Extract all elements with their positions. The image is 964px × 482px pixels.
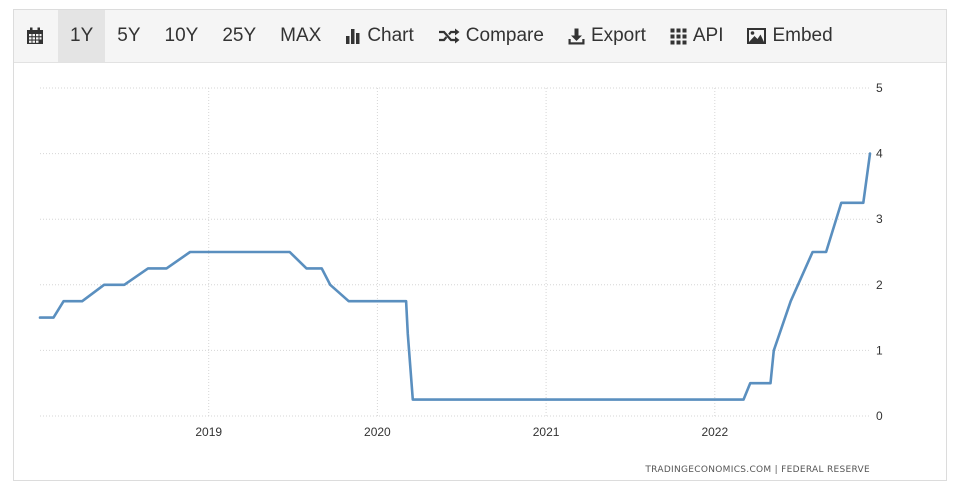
bar-chart-icon xyxy=(345,28,361,44)
y-tick-label-4: 4 xyxy=(876,147,883,161)
calendar-icon xyxy=(27,27,43,44)
chart-type-label: Chart xyxy=(367,25,414,46)
x-tick-label-2022: 2022 xyxy=(701,425,728,439)
x-tick-label-2019: 2019 xyxy=(195,425,222,439)
embed-button[interactable]: Embed xyxy=(735,10,844,62)
calendar-button[interactable] xyxy=(14,10,58,62)
series-line-0 xyxy=(38,152,872,401)
embed-label: Embed xyxy=(772,25,833,46)
range-25y-button[interactable]: 25Y xyxy=(222,25,257,46)
range-5y-button[interactable]: 5Y xyxy=(117,25,141,46)
range-max-button[interactable]: MAX xyxy=(280,25,322,46)
range-10y-button[interactable]: 10Y xyxy=(164,25,199,46)
y-tick-label-3: 3 xyxy=(876,212,883,226)
y-tick-label-2: 2 xyxy=(876,278,883,292)
api-label: API xyxy=(692,25,724,46)
export-label: Export xyxy=(590,25,646,46)
y-tick-label-1: 1 xyxy=(876,343,883,357)
chart-toolbar: 1Y 5Y 10Y 25Y MAX Chart Compare Export xyxy=(14,10,946,63)
source-credit: TRADINGECONOMICS.COM | FEDERAL RESERVE xyxy=(644,465,870,475)
chart-widget: 1Y 5Y 10Y 25Y MAX Chart Compare Export xyxy=(13,9,947,481)
y-tick-label-0: 0 xyxy=(876,409,883,423)
api-button[interactable]: API xyxy=(658,10,736,62)
image-icon xyxy=(747,28,767,44)
shuffle-icon xyxy=(438,28,460,44)
x-tick-label-2020: 2020 xyxy=(364,425,391,439)
chart-type-button[interactable]: Chart xyxy=(333,10,425,62)
range-1y-button[interactable]: 1Y xyxy=(58,10,106,62)
y-tick-label-5: 5 xyxy=(876,81,883,95)
grid-icon xyxy=(670,28,687,45)
download-icon xyxy=(568,28,585,45)
x-tick-label-2021: 2021 xyxy=(533,425,560,439)
compare-button[interactable]: Compare xyxy=(426,10,556,62)
export-button[interactable]: Export xyxy=(556,10,658,62)
compare-label: Compare xyxy=(465,25,544,46)
